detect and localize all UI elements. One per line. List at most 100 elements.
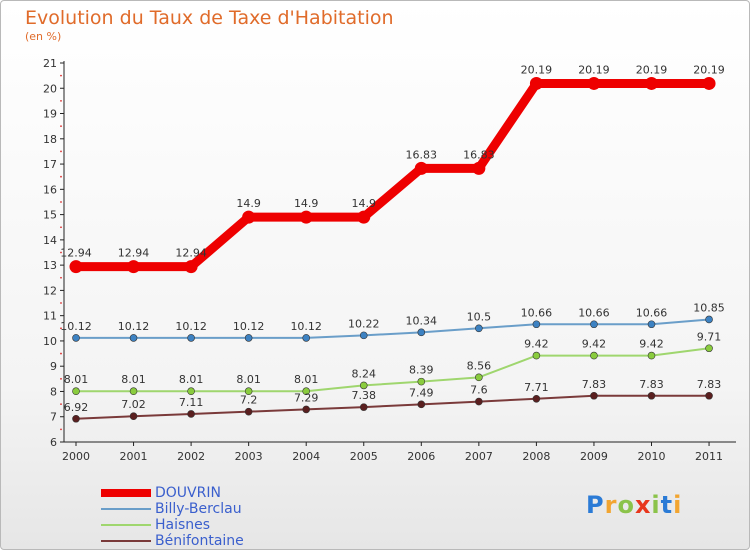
data-label: 7.29 <box>294 391 319 404</box>
chart-unit-label: (en %) <box>25 30 62 43</box>
y-minor-tick <box>60 276 62 279</box>
data-label: 7.6 <box>470 384 488 397</box>
brand-letter: P <box>586 491 605 519</box>
data-point <box>129 412 138 421</box>
series-line <box>75 318 711 339</box>
brand-letter: t <box>660 491 674 519</box>
data-label: 10.12 <box>175 320 207 333</box>
brand-letter: i <box>673 491 683 519</box>
data-label: 9.71 <box>697 330 722 343</box>
data-label: 10.5 <box>467 310 492 323</box>
data-label: 7.02 <box>121 398 146 411</box>
legend-label: Bénifontaine <box>155 533 244 549</box>
data-point <box>72 334 80 342</box>
data-label: 9.42 <box>582 338 607 351</box>
data-label: 10.12 <box>60 320 92 333</box>
y-tick-label: 18 <box>43 133 57 146</box>
data-label: 8.01 <box>294 373 319 386</box>
data-point <box>129 387 138 396</box>
data-label: 10.12 <box>233 320 265 333</box>
data-point <box>184 260 198 274</box>
data-label: 10.66 <box>636 306 668 319</box>
data-point <box>532 320 541 329</box>
data-point <box>72 387 80 396</box>
data-label: 9.42 <box>524 338 549 351</box>
data-label: 9.42 <box>639 338 664 351</box>
series-line <box>71 78 714 272</box>
data-point <box>590 320 598 329</box>
legend-label: Haisnes <box>155 517 211 533</box>
data-point <box>590 351 598 360</box>
y-minor-tick <box>60 150 62 153</box>
data-point <box>702 76 716 90</box>
data-label: 7.71 <box>524 381 549 394</box>
data-point <box>645 76 658 90</box>
data-label: 16.83 <box>406 148 438 161</box>
y-tick-label: 9 <box>50 360 57 373</box>
y-minor-tick <box>60 327 62 330</box>
data-label: 7.11 <box>179 396 204 409</box>
legend-label: Billy-Berclau <box>155 501 242 517</box>
y-minor-tick <box>60 201 62 203</box>
data-label: 20.19 <box>636 63 668 76</box>
y-tick-label: 16 <box>43 183 57 196</box>
data-point <box>417 400 426 409</box>
legend-item: Haisnes <box>101 517 244 533</box>
data-point <box>187 387 195 396</box>
data-point <box>244 387 253 396</box>
x-tick-label: 2010 <box>638 450 666 463</box>
data-point <box>302 387 311 396</box>
data-point <box>187 410 195 418</box>
y-minor-tick <box>60 377 62 380</box>
data-point <box>705 391 713 400</box>
x-tick-label: 2005 <box>350 450 378 463</box>
data-label: 10.22 <box>348 317 380 330</box>
data-point <box>587 76 601 90</box>
data-label: 8.01 <box>179 373 204 386</box>
brand-letter: i <box>651 491 661 519</box>
data-point <box>417 328 426 337</box>
data-label: 10.12 <box>290 320 322 333</box>
series-billy-berclau: 10.12 10.12 10.12 10.12 10.12 10.22 10.34 10.5 1… <box>60 301 725 342</box>
data-label: 12.94 <box>175 247 207 260</box>
data-point <box>475 324 483 333</box>
data-point <box>357 210 371 224</box>
data-label: 14.9 <box>294 197 319 210</box>
y-tick-label: 15 <box>43 209 57 222</box>
data-label: 8.01 <box>121 373 146 386</box>
series-haisnes: 8.01 8.01 8.01 8.01 8.01 8.24 8.39 8.56 9.42 9.42… <box>64 330 722 396</box>
series-b-nifontaine: 6.92 7.02 7.11 7.2 7.29 7.38 7.49 7.6 7.71 7.83 7.… <box>64 378 722 423</box>
legend-swatch <box>101 508 151 510</box>
y-minor-tick <box>60 125 62 128</box>
y-minor-tick <box>60 251 62 254</box>
data-label: 10.66 <box>578 306 610 319</box>
data-point <box>647 391 656 400</box>
data-label: 20.19 <box>578 63 610 76</box>
data-label: 16.83 <box>463 148 495 161</box>
legend-swatch <box>101 489 151 497</box>
data-label: 7.38 <box>352 389 377 402</box>
y-minor-tick <box>60 175 62 178</box>
y-tick-label: 19 <box>43 108 57 121</box>
data-label: 7.83 <box>697 378 722 391</box>
data-label: 7.83 <box>582 378 607 391</box>
y-tick-label: 7 <box>50 411 57 424</box>
data-point <box>242 210 256 224</box>
data-label: 8.56 <box>467 359 492 372</box>
data-point <box>705 344 713 353</box>
y-tick-label: 8 <box>50 385 57 398</box>
data-point <box>302 405 311 414</box>
legend-item: Billy-Berclau <box>101 501 244 517</box>
data-label: 7.49 <box>409 386 434 399</box>
y-minor-tick <box>60 302 62 304</box>
data-label: 8.01 <box>64 373 89 386</box>
series-line <box>75 347 711 393</box>
brand-logo: Proxiti <box>586 491 682 519</box>
x-tick-label: 2004 <box>292 450 320 463</box>
y-minor-tick <box>60 100 62 102</box>
brand-letter: o <box>617 491 635 519</box>
y-tick-label: 10 <box>43 335 57 348</box>
data-point <box>475 373 483 382</box>
